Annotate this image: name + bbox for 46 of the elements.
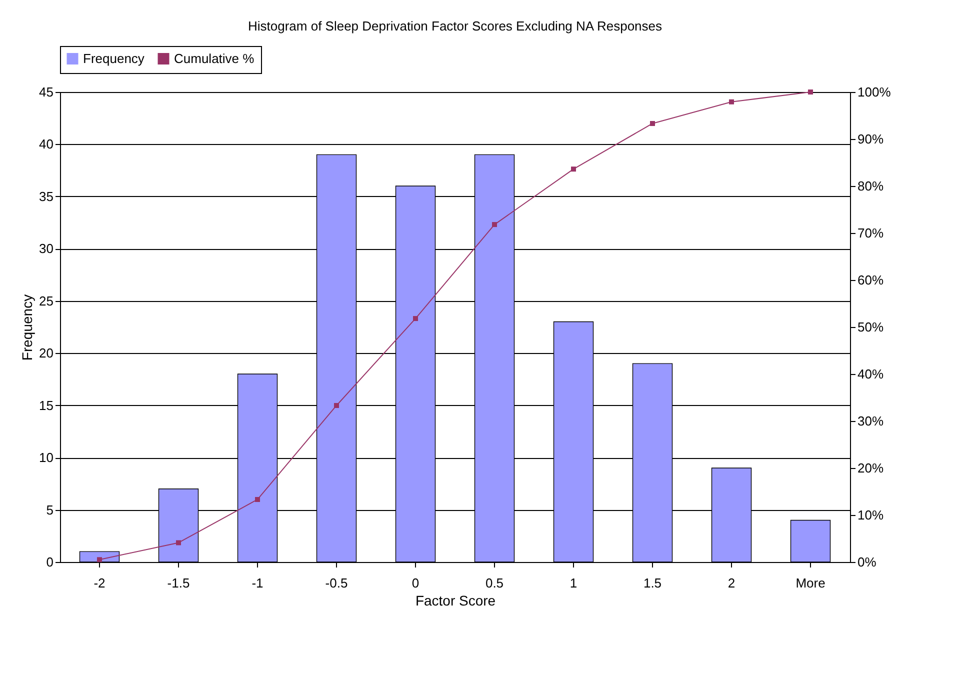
y-tick-label: 40 <box>39 136 54 152</box>
y2-tick-label: 50% <box>858 320 884 334</box>
y-tick-label: 10 <box>39 450 54 466</box>
y2-tick-label: 60% <box>858 272 884 288</box>
y-tick-label: 0 <box>46 554 54 570</box>
y2-tick-label: 40% <box>858 366 884 382</box>
point <box>729 99 734 104</box>
x-tick-label: -2 <box>94 576 106 590</box>
point <box>808 90 813 94</box>
x-tick-label: 0.5 <box>485 576 504 590</box>
y2-tick-label: 80% <box>858 178 884 194</box>
y-tick-label: 25 <box>39 293 54 308</box>
y-tick-label: 45 <box>39 84 54 100</box>
point <box>650 120 655 126</box>
point <box>571 166 576 172</box>
x-tick-label: -1.5 <box>167 576 190 590</box>
x-tick-label: 2 <box>728 576 736 590</box>
legend-label: Frequency <box>83 50 145 66</box>
chart-title: Histogram of Sleep Deprivation Factor Scores Excluding NA Responses <box>248 18 663 34</box>
y2-tick-label: 70% <box>858 226 884 240</box>
y-tick-label: 20 <box>39 346 54 361</box>
y2-tick-label: 90% <box>858 132 884 146</box>
x-tick-label: 1 <box>570 576 578 590</box>
x-tick-label: 0 <box>412 576 420 590</box>
y2-tick-label: 20% <box>858 460 884 476</box>
y-tick-label: 5 <box>46 502 54 518</box>
y-axis-title: Frequency <box>19 294 36 361</box>
point <box>492 222 497 228</box>
x-tick-label: More <box>796 576 826 590</box>
y2-tick-label: 0% <box>858 554 877 570</box>
y2-tick-label: 10% <box>858 508 884 522</box>
point <box>176 540 181 546</box>
legend-label: Cumulative % <box>174 50 255 66</box>
x-axis-title: Factor Score <box>415 592 496 608</box>
point <box>97 557 102 562</box>
y-tick-label: 35 <box>39 188 54 204</box>
y-tick-label: 15 <box>39 398 54 413</box>
x-tick-label: -0.5 <box>325 576 348 590</box>
x-tick-label: -1 <box>252 576 264 590</box>
y-tick-label: 30 <box>39 241 54 256</box>
point <box>334 402 339 408</box>
y2-tick-label: 30% <box>858 414 884 428</box>
point <box>255 496 260 502</box>
y2-tick-label: 100% <box>858 84 892 100</box>
x-tick-label: 1.5 <box>643 576 662 590</box>
point <box>413 316 418 322</box>
